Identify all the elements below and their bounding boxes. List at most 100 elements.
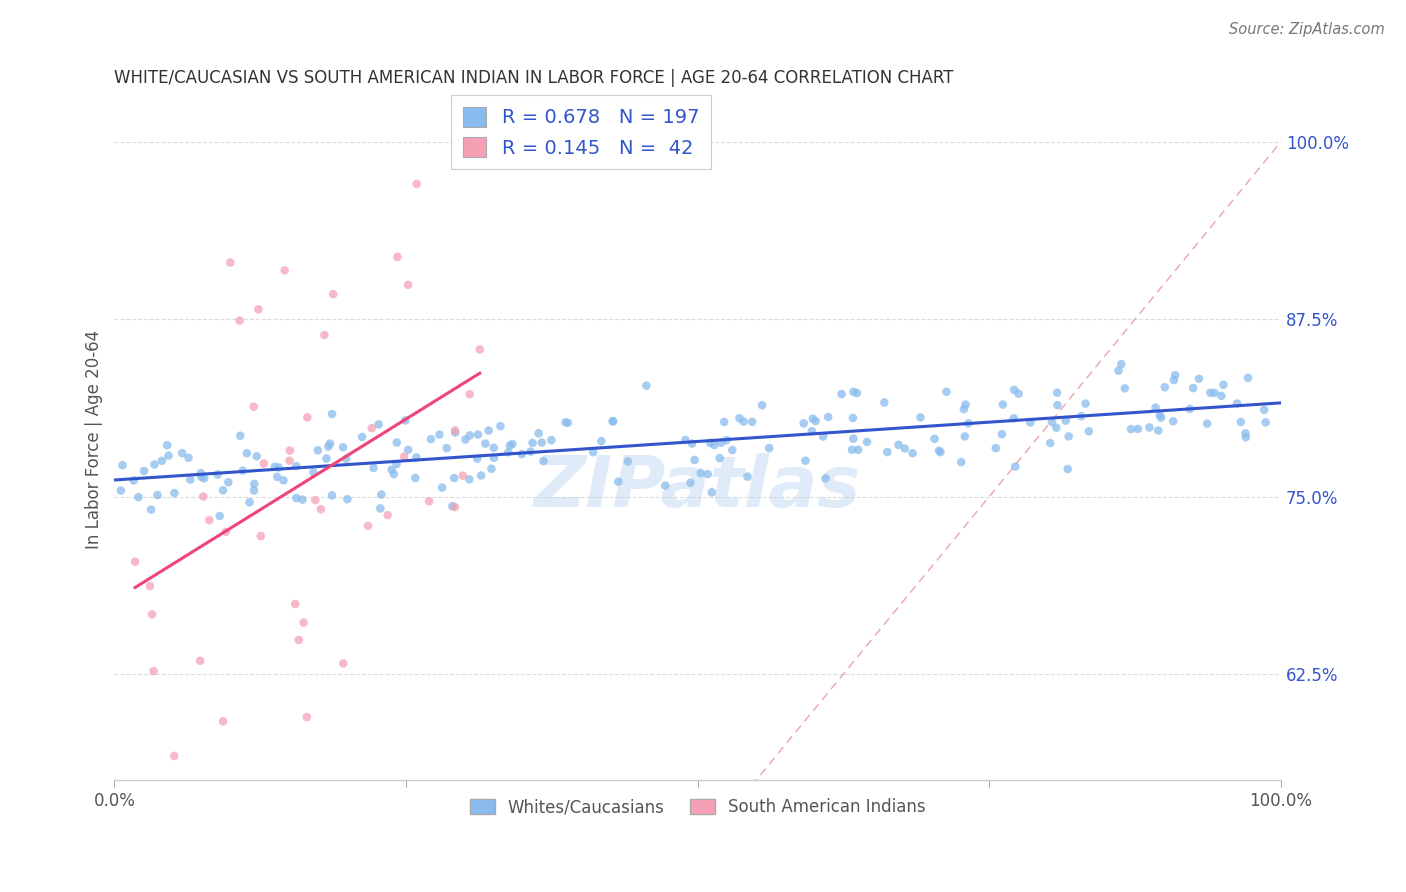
Point <box>179 473 201 487</box>
Point <box>193 471 215 485</box>
Point <box>287 632 309 647</box>
Point <box>700 485 723 500</box>
Point <box>831 387 853 401</box>
Point <box>127 490 149 504</box>
Point <box>924 432 946 446</box>
Point <box>710 435 733 450</box>
Point <box>1108 364 1130 378</box>
Point <box>1211 389 1233 403</box>
Point <box>1188 372 1211 386</box>
Point <box>814 471 837 485</box>
Point <box>143 458 166 472</box>
Point <box>436 441 458 455</box>
Point <box>679 475 702 490</box>
Point <box>1039 436 1062 450</box>
Point <box>953 402 976 417</box>
Point <box>842 411 865 425</box>
Point <box>519 444 541 458</box>
Point <box>1004 459 1026 474</box>
Point <box>842 432 865 446</box>
Point <box>481 461 503 475</box>
Point <box>139 502 162 516</box>
Point <box>499 439 522 453</box>
Point <box>713 415 735 429</box>
Point <box>984 441 1007 455</box>
Point <box>582 445 605 459</box>
Point <box>198 513 221 527</box>
Point <box>751 398 773 412</box>
Point <box>307 443 329 458</box>
Point <box>418 494 440 508</box>
Point <box>420 432 443 446</box>
Point <box>602 414 624 428</box>
Point <box>737 469 759 483</box>
Point <box>141 607 163 622</box>
Point <box>530 435 553 450</box>
Point <box>955 398 977 412</box>
Point <box>496 445 519 459</box>
Point <box>842 384 865 399</box>
Point <box>249 529 271 543</box>
Point <box>474 436 496 450</box>
Point <box>394 413 416 427</box>
Point <box>928 443 950 458</box>
Point <box>728 411 751 425</box>
Point <box>1019 416 1042 430</box>
Point <box>1163 373 1185 387</box>
Point <box>733 415 755 429</box>
Point <box>470 468 492 483</box>
Point <box>458 387 481 401</box>
Point <box>266 470 288 484</box>
Point <box>236 446 259 460</box>
Point <box>758 441 780 455</box>
Point <box>607 475 630 489</box>
Point <box>315 451 337 466</box>
Point <box>212 483 235 498</box>
Point <box>689 466 711 480</box>
Point <box>396 442 419 457</box>
Point <box>267 460 290 475</box>
Point <box>368 501 391 516</box>
Point <box>856 434 879 449</box>
Point <box>377 508 399 523</box>
Point <box>273 263 295 277</box>
Point <box>385 435 408 450</box>
Point <box>212 714 235 729</box>
Point <box>1114 381 1136 395</box>
Point <box>910 410 932 425</box>
Point <box>124 555 146 569</box>
Point <box>278 443 301 458</box>
Point <box>1197 417 1219 431</box>
Point <box>673 433 696 447</box>
Point <box>489 419 512 434</box>
Point <box>929 445 952 459</box>
Point <box>150 454 173 468</box>
Point <box>321 407 343 421</box>
Point <box>957 417 980 431</box>
Point <box>478 424 501 438</box>
Point <box>1057 429 1080 443</box>
Point <box>273 473 295 487</box>
Point <box>321 488 343 502</box>
Point <box>636 378 658 392</box>
Point <box>208 508 231 523</box>
Point <box>1056 462 1078 476</box>
Point <box>314 328 336 343</box>
Point <box>146 488 169 502</box>
Point <box>291 492 314 507</box>
Point <box>845 386 868 401</box>
Point <box>793 417 815 431</box>
Text: WHITE/CAUCASIAN VS SOUTH AMERICAN INDIAN IN LABOR FORCE | AGE 20-64 CORRELATION : WHITE/CAUCASIAN VS SOUTH AMERICAN INDIAN… <box>114 69 953 87</box>
Point <box>709 451 731 466</box>
Point <box>1178 401 1201 416</box>
Point <box>297 410 319 425</box>
Point <box>263 459 285 474</box>
Point <box>332 657 354 671</box>
Text: Source: ZipAtlas.com: Source: ZipAtlas.com <box>1229 22 1385 37</box>
Point <box>1137 420 1160 434</box>
Point <box>363 461 385 475</box>
Point <box>1046 398 1069 412</box>
Point <box>1007 386 1029 401</box>
Point <box>190 470 212 484</box>
Point <box>1077 424 1099 438</box>
